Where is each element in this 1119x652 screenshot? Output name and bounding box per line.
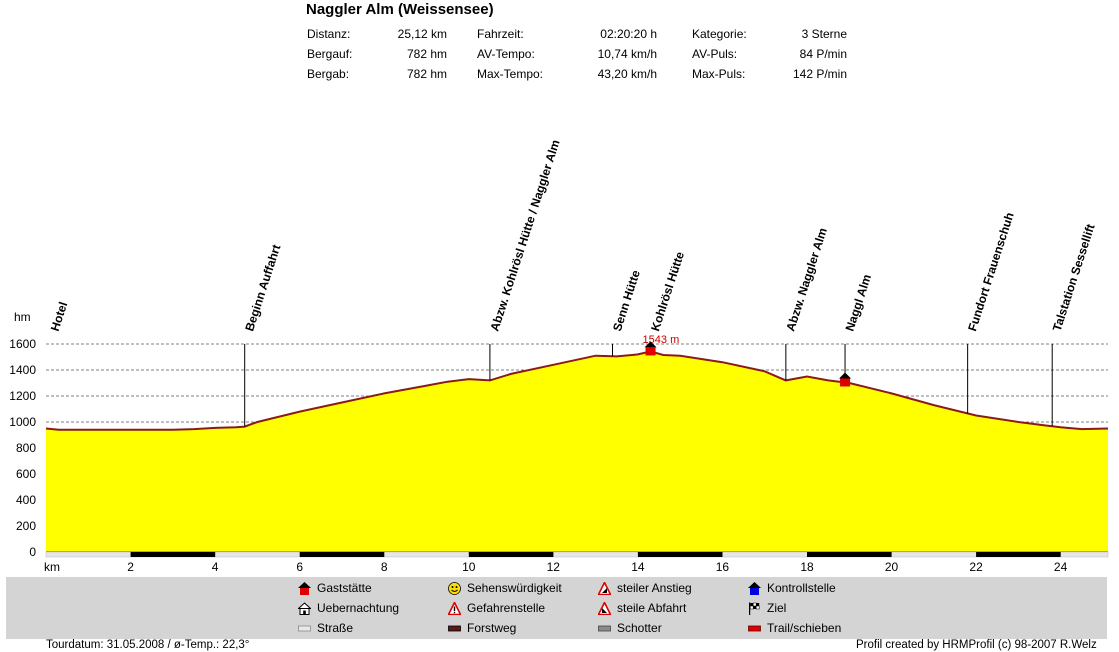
x-tick-label: 12 xyxy=(547,560,561,574)
stat-label-max-tempo: Max-Tempo: xyxy=(477,67,544,81)
x-tick-label: 18 xyxy=(800,560,814,574)
area-layer xyxy=(45,350,1109,552)
steile-abfahrt-icon xyxy=(598,602,611,615)
stat-value-av-tempo: 10,74 km/h xyxy=(597,47,657,61)
waypoint-label: Naggl Alm xyxy=(843,273,875,333)
uebernachtung-icon xyxy=(298,602,311,615)
stat-label-bergauf: Bergauf: xyxy=(307,47,353,61)
surface-segment xyxy=(130,552,216,557)
y-tick-label: 0 xyxy=(29,545,36,559)
stat-value-av-puls: 84 P/min xyxy=(799,47,847,61)
legend-label-schotter: Schotter xyxy=(617,621,662,635)
x-tick-label: 14 xyxy=(631,560,645,574)
y-tick-label: 1000 xyxy=(9,415,36,429)
x-tick-label: 4 xyxy=(212,560,219,574)
legend-label-sehenswuerdigkeit: Sehenswürdigkeit xyxy=(467,581,562,595)
footer-tour-info: Tourdatum: 31.05.2008 / ø-Temp.: 22,3° xyxy=(46,639,250,651)
waypoint-label: Beginn Auffahrt xyxy=(242,243,283,333)
surface-segment xyxy=(637,552,723,557)
waypoint-label: Kohlrösl Hütte xyxy=(648,250,687,333)
stat-value-fahrzeit: 02:20:20 h xyxy=(600,27,657,41)
y-tick-label: 600 xyxy=(16,467,36,481)
legend-label-steiler-anstieg: steiler Anstieg xyxy=(617,581,692,595)
stat-label-kategorie: Kategorie: xyxy=(692,27,747,41)
x-tick-label: 6 xyxy=(296,560,303,574)
y-tick-label: 800 xyxy=(16,441,36,455)
legend-label-strasse: Straße xyxy=(317,621,354,635)
stat-label-distanz: Distanz: xyxy=(307,27,351,41)
gaststaette-icon xyxy=(644,341,657,356)
trail-icon xyxy=(748,625,761,632)
gaststaette-icon xyxy=(839,372,852,387)
gaststaette-icon xyxy=(298,582,311,595)
strasse-icon xyxy=(298,625,311,632)
sehenswuerdigkeit-icon xyxy=(448,582,461,595)
gefahrenstelle-icon xyxy=(448,602,461,615)
legend-label-trail: Trail/schieben xyxy=(767,621,842,635)
surface-bar xyxy=(45,551,1109,558)
legend-label-ziel: Ziel xyxy=(767,601,787,615)
legend-panel xyxy=(6,577,1107,639)
waypoint-label: Abzw. Naggler Alm xyxy=(783,226,830,333)
surface-segment xyxy=(976,552,1061,557)
y-tick-label: 1200 xyxy=(9,389,36,403)
stat-value-bergauf: 782 hm xyxy=(406,47,447,61)
x-tick-label: 2 xyxy=(127,560,134,574)
waypoint-label: Talstation Sessellift xyxy=(1050,222,1098,333)
marker-layer: 1543 m xyxy=(643,334,852,387)
x-tick-label: 24 xyxy=(1054,560,1068,574)
waypoint-label: Senn Hütte xyxy=(610,268,643,333)
waypoint-label: Hotel xyxy=(48,300,71,333)
stat-label-max-puls: Max-Puls: xyxy=(692,67,746,81)
x-tick-label: 10 xyxy=(462,560,476,574)
marker-roof xyxy=(839,372,852,379)
x-tick-label: 20 xyxy=(885,560,899,574)
y-tick-label: 1600 xyxy=(9,337,36,351)
surface-segment xyxy=(299,552,385,557)
legend-label-gaststaette: Gaststätte xyxy=(317,581,372,595)
stat-value-max-puls: 142 P/min xyxy=(792,67,847,81)
legend-label-uebernachtung: Uebernachtung xyxy=(317,601,400,615)
surface-segment xyxy=(807,552,892,557)
marker-body xyxy=(840,378,851,387)
marker-body xyxy=(645,347,656,356)
steiler-anstieg-icon xyxy=(598,582,611,595)
chart-title: Naggler Alm (Weissensee) xyxy=(306,1,494,18)
forstweg-icon xyxy=(448,625,461,632)
elevation-line xyxy=(45,350,1109,431)
stat-label-bergab: Bergab: xyxy=(307,67,350,81)
y-axis-label: hm xyxy=(14,310,31,324)
ziel-icon xyxy=(749,602,760,615)
stat-label-av-puls: AV-Puls: xyxy=(692,47,738,61)
y-tick-label: 400 xyxy=(16,493,36,507)
stat-label-fahrzeit: Fahrzeit: xyxy=(477,27,524,41)
stat-value-distanz: 25,12 km xyxy=(397,27,447,41)
x-tick-label: 16 xyxy=(716,560,730,574)
x-tick-label: 22 xyxy=(969,560,983,574)
legend-label-steile-abfahrt: steile Abfahrt xyxy=(617,601,687,615)
elevation-profile-chart: Hotel Beginn Auffahrt Abzw. Kohlrösl Hütte… xyxy=(9,138,1109,574)
x-tick-label: 8 xyxy=(381,560,388,574)
marker-roof xyxy=(644,341,657,348)
kontrollstelle-icon xyxy=(748,582,761,595)
stat-value-bergab: 782 hm xyxy=(406,67,447,81)
waypoint-label: Abzw. Kohlrösl Hütte / Naggler Alm xyxy=(487,138,562,333)
legend-label-gefahrenstelle: Gefahrenstelle xyxy=(467,601,546,615)
stat-value-kategorie: 3 Sterne xyxy=(801,27,847,41)
y-tick-label: 1400 xyxy=(9,363,36,377)
footer-credits: Profil created by HRMProfil (c) 98-2007 … xyxy=(856,639,1097,651)
elevation-area xyxy=(46,351,1108,552)
stat-label-av-tempo: AV-Tempo: xyxy=(477,47,535,61)
legend-label-forstweg: Forstweg xyxy=(467,621,517,635)
stat-value-max-tempo: 43,20 km/h xyxy=(597,67,657,81)
schotter-icon xyxy=(598,625,611,632)
surface-segment xyxy=(468,552,554,557)
waypoint-label: Fundort Frauenschuh xyxy=(965,211,1017,333)
legend-label-kontrollstelle: Kontrollstelle xyxy=(767,581,836,595)
y-tick-label: 200 xyxy=(16,519,36,533)
x-axis-label: km xyxy=(44,560,60,574)
